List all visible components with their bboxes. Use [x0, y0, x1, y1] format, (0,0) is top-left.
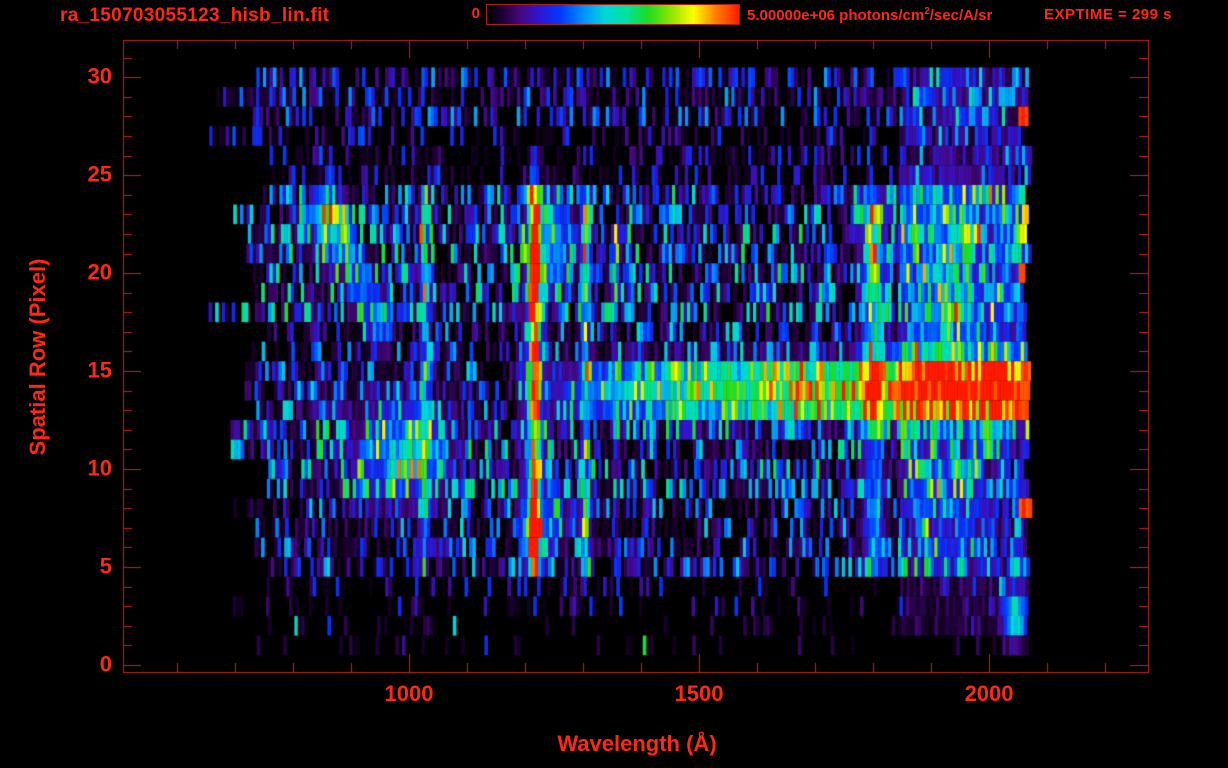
x-tick-label: 2000: [964, 681, 1014, 706]
y-tick-label: 10: [87, 455, 112, 481]
colorbar-max-label: 5.00000e+06 photons/cm2/sec/A/sr: [747, 6, 992, 24]
fits-filename-title: ra_150703055123_hisb_lin.fit: [60, 5, 330, 26]
y-tick-label: 5: [99, 553, 112, 579]
x-axis-title: Wavelength (Å): [557, 731, 717, 756]
y-tick-label: 30: [87, 63, 112, 89]
exposure-time-label: EXPTIME = 299 s: [1044, 6, 1172, 23]
y-tick-label: 25: [87, 161, 112, 187]
colorbar-max-units: /sec/A/sr: [929, 7, 993, 24]
y-tick-label: 15: [87, 357, 112, 383]
y-tick-label: 0: [99, 651, 112, 677]
x-tick-label: 1500: [674, 681, 724, 706]
colorbar-gradient: [486, 4, 740, 25]
x-tick-label: 1000: [384, 681, 434, 706]
y-axis-title: Spatial Row (Pixel): [25, 258, 50, 456]
colorbar-min-label: 0: [471, 5, 480, 22]
y-tick-label: 20: [87, 259, 112, 285]
colorbar-units-exponent: 2: [924, 6, 930, 17]
colorbar-max-value: 5.00000e+06 photons/cm: [747, 7, 925, 24]
